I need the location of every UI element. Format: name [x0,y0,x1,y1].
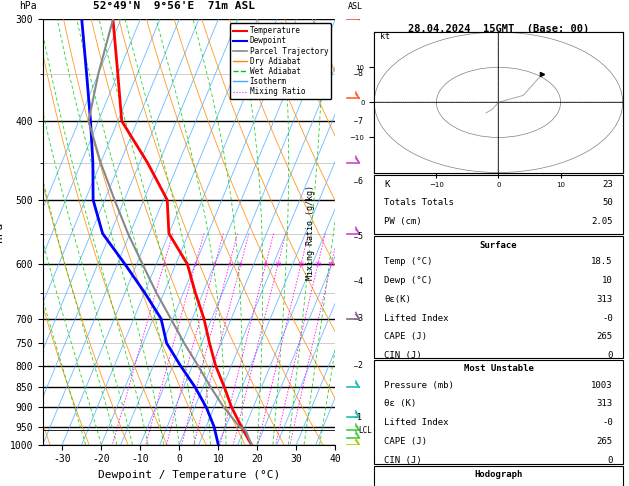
Text: 8: 8 [357,69,362,78]
Text: 15: 15 [298,262,304,267]
Text: Lifted Index: Lifted Index [384,313,448,323]
Text: 1: 1 [357,413,362,422]
Text: 28.04.2024  15GMT  (Base: 00): 28.04.2024 15GMT (Base: 00) [408,24,589,34]
Text: 6: 6 [357,177,362,186]
Text: 23: 23 [602,180,613,189]
Text: Dewp (°C): Dewp (°C) [384,276,433,285]
Text: CAPE (J): CAPE (J) [384,332,427,341]
Bar [374,174,623,234]
Bar [374,360,623,464]
Text: -0: -0 [602,418,613,427]
Bar [374,32,623,173]
Text: 4: 4 [228,262,231,267]
Text: Lifted Index: Lifted Index [384,418,448,427]
Text: hPa: hPa [19,1,37,11]
Text: 5: 5 [357,232,362,241]
Text: km
ASL: km ASL [348,0,363,11]
Text: Temp (°C): Temp (°C) [384,258,433,266]
Text: Pressure (mb): Pressure (mb) [384,381,454,390]
Text: 2: 2 [194,262,198,267]
Text: θε (K): θε (K) [384,399,416,408]
Text: CIN (J): CIN (J) [384,351,422,360]
Text: 4: 4 [357,277,362,286]
Legend: Temperature, Dewpoint, Parcel Trajectory, Dry Adiabat, Wet Adiabat, Isotherm, Mi: Temperature, Dewpoint, Parcel Trajectory… [230,23,331,99]
Text: 1003: 1003 [591,381,613,390]
X-axis label: Dewpoint / Temperature (°C): Dewpoint / Temperature (°C) [98,470,280,480]
Text: 10: 10 [274,262,282,267]
Bar [374,466,623,486]
Y-axis label: hPa: hPa [0,222,4,242]
Text: 18.5: 18.5 [591,258,613,266]
Text: 0: 0 [608,351,613,360]
Text: Surface: Surface [480,241,517,250]
Text: 25: 25 [328,262,335,267]
Text: Most Unstable: Most Unstable [464,364,533,373]
Text: 10: 10 [602,276,613,285]
Text: 50: 50 [602,198,613,208]
Text: K: K [384,180,389,189]
Text: 3: 3 [357,314,362,323]
Text: 0: 0 [608,455,613,465]
Text: kt: kt [381,32,391,41]
Text: θε(K): θε(K) [384,295,411,304]
Text: 265: 265 [597,332,613,341]
Text: 313: 313 [597,399,613,408]
Bar [374,236,623,358]
Text: Totals Totals: Totals Totals [384,198,454,208]
Text: Mixing Ratio (g/kg): Mixing Ratio (g/kg) [306,185,315,279]
Text: 1: 1 [162,262,165,267]
Text: CAPE (J): CAPE (J) [384,437,427,446]
Text: -0: -0 [602,313,613,323]
Text: 52°49'N  9°56'E  71m ASL: 52°49'N 9°56'E 71m ASL [93,1,255,11]
Text: LCL: LCL [359,426,372,435]
Text: CIN (J): CIN (J) [384,455,422,465]
Text: 20: 20 [314,262,321,267]
Text: 3: 3 [213,262,217,267]
Text: Hodograph: Hodograph [474,470,523,479]
Text: 2: 2 [357,362,362,370]
Text: 8: 8 [264,262,267,267]
Text: 2.05: 2.05 [591,217,613,226]
Text: PW (cm): PW (cm) [384,217,422,226]
Text: 313: 313 [597,295,613,304]
Text: 5: 5 [239,262,243,267]
Text: 7: 7 [357,117,362,125]
Text: 265: 265 [597,437,613,446]
